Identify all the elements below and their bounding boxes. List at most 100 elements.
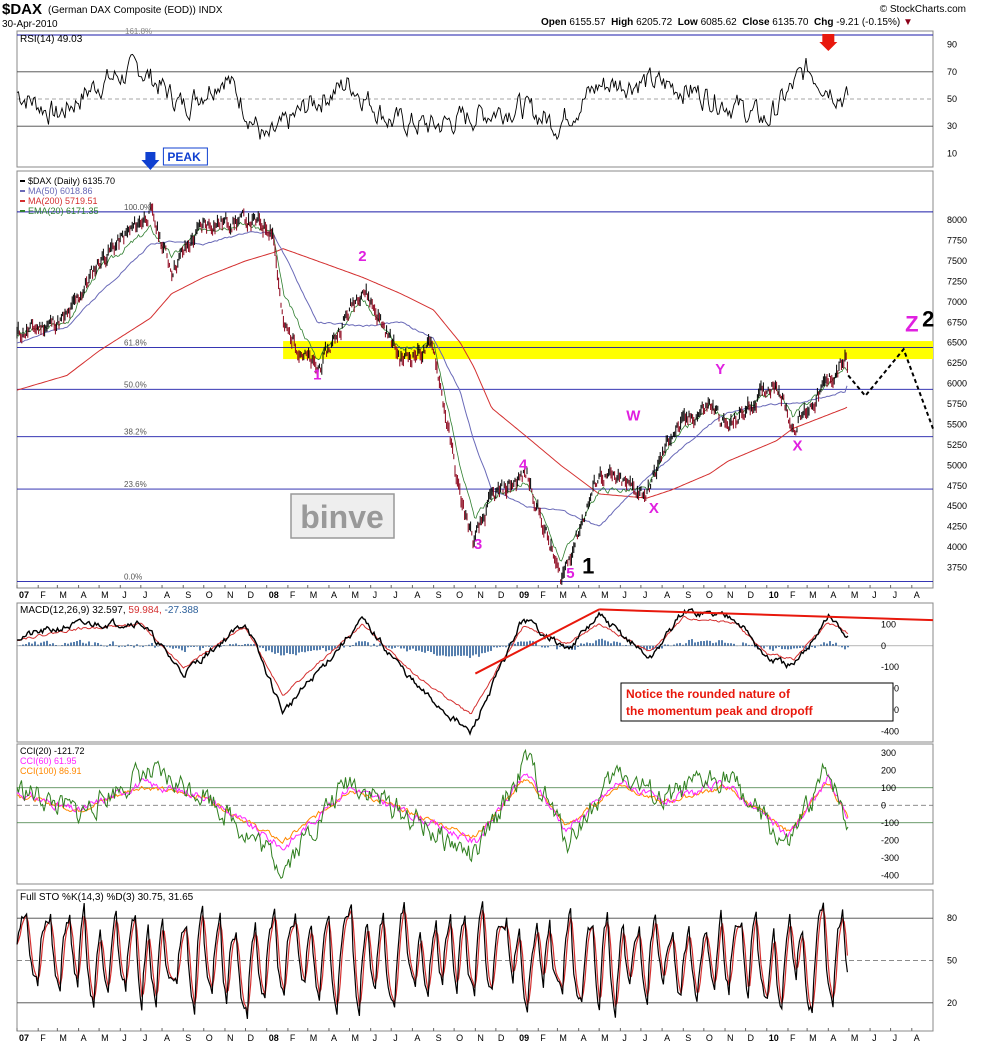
panel-frame-cci (16, 743, 934, 885)
fib-label: 50.0% (124, 380, 147, 389)
x-tick-label: A (664, 590, 670, 600)
x-tick-label: J (643, 1033, 648, 1043)
x-tick-label: J (122, 590, 127, 600)
macd-title-text: MACD(12,26,9) 32.597, 59.984, -27.388 (20, 605, 199, 616)
sto-k-line (16, 901, 848, 1019)
x-tick-label: N (227, 1033, 234, 1043)
x-tick-label: A (164, 1033, 170, 1043)
open-value: 6155.57 (569, 17, 606, 28)
wave-label: 5 (566, 565, 574, 582)
cci-legend-entry: CCI(100) 86.91 (20, 766, 82, 776)
wave-label: 4 (519, 456, 528, 473)
x-tick-label: J (622, 1033, 627, 1043)
cci20-line (16, 748, 849, 880)
x-tick-label: O (456, 590, 463, 600)
price-y-tick: 6750 (947, 317, 967, 327)
fib-label: 0.0% (124, 572, 142, 581)
price-y-tick: 8000 (947, 215, 967, 225)
cci-y-tick: 300 (881, 748, 896, 758)
x-tick-label: D (498, 590, 505, 600)
rsi-y-tick: 50 (947, 94, 957, 104)
x-tick-label: 07 (19, 590, 29, 600)
x-tick-label: A (914, 590, 920, 600)
macd-histogram (16, 638, 849, 658)
x-tick-label: 08 (269, 590, 279, 600)
wave-label: 2 (922, 306, 934, 331)
wave-label: 3 (474, 536, 482, 553)
fib-label: 100.0% (124, 203, 151, 212)
x-tick-label: A (331, 1033, 337, 1043)
wave-label: Y (715, 361, 725, 378)
x-tick-label: O (206, 590, 213, 600)
binve-watermark: binve (290, 493, 395, 539)
legend-entry: MA(50) 6018.86 (28, 186, 93, 196)
fib-label: 38.2% (124, 428, 147, 437)
high-value: 6205.72 (636, 17, 673, 28)
rsi-level-label: 161.8% (125, 27, 152, 36)
x-tick-label: A (331, 590, 337, 600)
x-tick-label: M (601, 590, 609, 600)
price-y-tick: 4000 (947, 542, 967, 552)
peak-label-box (162, 147, 208, 166)
x-tick-label: 09 (519, 590, 529, 600)
wave-label: 2 (358, 248, 366, 265)
x-tick-label: A (664, 1033, 670, 1043)
cci-y-tick: -200 (881, 835, 899, 845)
projection-path (847, 347, 934, 429)
x-axis-bottom: 07 F M A M J J A S O N D 08 F M A M J J A S O N D 09 F M A M J J A S O N D 1… (16, 1028, 920, 1043)
x-tick-label: N (727, 1033, 734, 1043)
macd-trendline (599, 608, 934, 622)
x-tick-label: J (393, 590, 398, 600)
fib-label: 23.6% (124, 480, 147, 489)
cci-y-tick: 100 (881, 783, 896, 793)
x-tick-label: A (414, 590, 420, 600)
x-tick-label: S (185, 590, 191, 600)
panel-frame-macd (16, 602, 934, 743)
x-tick-label: F (540, 590, 546, 600)
x-tick-label: A (81, 590, 87, 600)
x-tick-label: S (185, 1033, 191, 1043)
x-tick-label: D (247, 590, 254, 600)
price-y-tick: 7750 (947, 236, 967, 246)
x-tick-label: A (164, 590, 170, 600)
price-y-tick: 4500 (947, 501, 967, 511)
price-y-tick: 5500 (947, 419, 967, 429)
x-tick-label: S (436, 590, 442, 600)
x-tick-label: M (351, 1033, 359, 1043)
macd-signal-line (16, 615, 849, 715)
macd-title: MACD(12,26,9) 32.597, 59.984, -27.388 (20, 605, 199, 616)
sto-d-line (16, 907, 848, 1012)
x-tick-label: M (559, 1033, 567, 1043)
price-bars (16, 202, 848, 585)
x-tick-label: M (851, 1033, 859, 1043)
x-tick-label: M (351, 590, 359, 600)
x-tick-label: O (706, 1033, 713, 1043)
x-tick-label: M (559, 590, 567, 600)
close-value: 6135.70 (772, 17, 809, 28)
x-tick-label: F (40, 1033, 46, 1043)
peak-arrow-icon (141, 152, 160, 170)
x-tick-label: D (748, 1033, 755, 1043)
x-tick-label: J (622, 590, 627, 600)
price-y-tick: 3750 (947, 563, 967, 573)
x-tick-label: J (872, 1033, 877, 1043)
price-y-tick: 4250 (947, 522, 967, 532)
macd-y-tick: -400 (881, 726, 899, 736)
symbol-description: (German DAX Composite (EOD)) INDX (48, 5, 223, 16)
wave-label: 1 (582, 553, 594, 578)
x-tick-label: 10 (769, 590, 779, 600)
macd-line (16, 608, 849, 736)
rsi-red-arrow-icon (819, 34, 838, 51)
x-tick-label: F (290, 590, 296, 600)
x-tick-label: A (414, 1033, 420, 1043)
chart-header: $DAX (German DAX Composite (EOD)) INDX ©… (0, 0, 990, 30)
rsi-y-tick: 90 (947, 40, 957, 50)
x-tick-label: O (456, 1033, 463, 1043)
price-y-tick: 7000 (947, 297, 967, 307)
x-tick-label: M (101, 1033, 109, 1043)
macd-note-box (620, 682, 894, 722)
rsi-line (16, 53, 849, 141)
